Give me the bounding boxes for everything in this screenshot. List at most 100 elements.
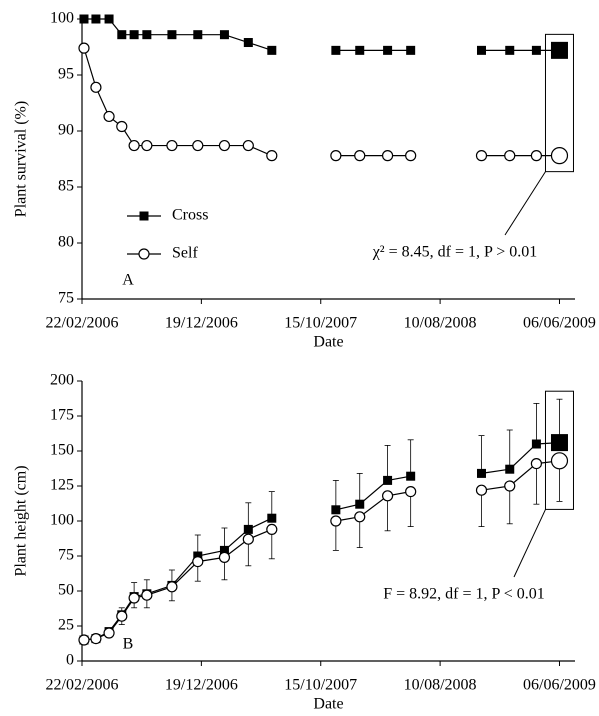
marker xyxy=(243,524,253,534)
marker xyxy=(266,150,278,162)
legend-label: Cross xyxy=(172,207,208,224)
series-line xyxy=(83,18,560,51)
marker xyxy=(78,42,90,54)
marker xyxy=(550,41,568,59)
panel-label: B xyxy=(123,636,134,653)
x-tick-label: 19/12/2006 xyxy=(165,315,238,332)
marker xyxy=(116,120,128,133)
series-line xyxy=(83,47,560,157)
marker xyxy=(476,45,486,55)
marker xyxy=(103,110,115,123)
marker xyxy=(504,150,516,162)
marker xyxy=(104,14,114,24)
marker xyxy=(166,581,178,593)
marker xyxy=(218,139,231,152)
marker xyxy=(405,486,417,498)
y-tick-label: 0 xyxy=(66,652,74,669)
marker xyxy=(90,632,102,645)
marker xyxy=(405,150,417,162)
y-tick-label: 85 xyxy=(58,178,74,195)
marker xyxy=(242,139,254,152)
marker xyxy=(355,45,365,55)
y-tick-label: 100 xyxy=(50,512,74,529)
marker xyxy=(531,439,541,449)
marker xyxy=(141,139,153,152)
y-tick-label: 50 xyxy=(58,582,74,599)
marker xyxy=(267,513,277,523)
marker xyxy=(193,30,203,40)
marker xyxy=(266,523,278,536)
x-tick-label: 10/08/2008 xyxy=(404,677,477,694)
y-tick-label: 100 xyxy=(50,10,74,27)
x-tick-label: 06/06/2009 xyxy=(523,315,596,332)
marker xyxy=(530,150,543,162)
x-tick-label: 06/06/2009 xyxy=(523,677,596,694)
marker xyxy=(91,14,101,24)
marker xyxy=(505,45,515,55)
marker xyxy=(103,627,115,639)
marker xyxy=(331,505,341,515)
x-tick-label: 10/08/2008 xyxy=(404,315,477,332)
y-tick-label: 80 xyxy=(58,234,74,251)
highlight-box xyxy=(544,390,574,510)
marker xyxy=(142,30,152,40)
marker xyxy=(383,475,393,485)
marker xyxy=(475,484,488,496)
y-tick-label: 25 xyxy=(58,617,74,634)
marker xyxy=(550,452,569,470)
x-tick-label: 15/10/2007 xyxy=(284,677,357,694)
marker xyxy=(354,511,366,523)
series-line xyxy=(83,460,560,641)
marker xyxy=(116,610,128,622)
marker xyxy=(139,211,149,221)
x-axis-label: Date xyxy=(313,696,343,713)
y-axis-label: Plant height (cm) xyxy=(13,465,30,576)
legend-label: Self xyxy=(172,245,198,262)
marker xyxy=(355,499,365,509)
marker xyxy=(383,45,393,55)
x-tick-label: 22/02/2006 xyxy=(46,677,119,694)
marker xyxy=(406,45,416,55)
y-tick-label: 90 xyxy=(58,122,74,139)
marker xyxy=(219,30,229,40)
panel-label: A xyxy=(122,272,134,289)
marker xyxy=(505,464,515,474)
marker xyxy=(331,45,341,55)
marker xyxy=(128,592,140,604)
y-tick-label: 175 xyxy=(50,407,74,424)
annotation-leader xyxy=(504,171,546,236)
marker xyxy=(117,30,127,40)
annotation: χ² = 8.45, df = 1, P > 0.01 xyxy=(372,244,538,261)
marker xyxy=(550,434,568,452)
marker xyxy=(141,589,153,601)
annotation: F = 8.92, df = 1, P < 0.01 xyxy=(383,586,545,603)
highlight-box xyxy=(544,33,574,173)
marker xyxy=(531,45,541,55)
marker xyxy=(504,480,516,492)
x-tick-label: 19/12/2006 xyxy=(165,677,238,694)
marker xyxy=(129,30,139,40)
y-tick-label: 150 xyxy=(50,442,74,459)
marker xyxy=(218,551,231,564)
marker xyxy=(475,150,488,162)
y-tick-label: 200 xyxy=(50,372,74,389)
y-tick-label: 75 xyxy=(58,290,74,307)
marker xyxy=(192,555,204,568)
x-tick-label: 15/10/2007 xyxy=(284,315,357,332)
x-tick-label: 22/02/2006 xyxy=(46,315,119,332)
marker xyxy=(79,14,89,24)
x-axis-label: Date xyxy=(313,334,343,351)
marker xyxy=(128,139,140,152)
marker xyxy=(381,150,394,162)
marker xyxy=(90,81,102,93)
marker xyxy=(330,150,342,162)
marker xyxy=(530,458,543,470)
y-tick-label: 75 xyxy=(58,547,74,564)
marker xyxy=(330,515,342,527)
series-line xyxy=(83,442,560,641)
marker xyxy=(476,468,486,478)
marker xyxy=(192,139,204,152)
y-tick-label: 95 xyxy=(58,66,74,83)
marker xyxy=(167,30,177,40)
